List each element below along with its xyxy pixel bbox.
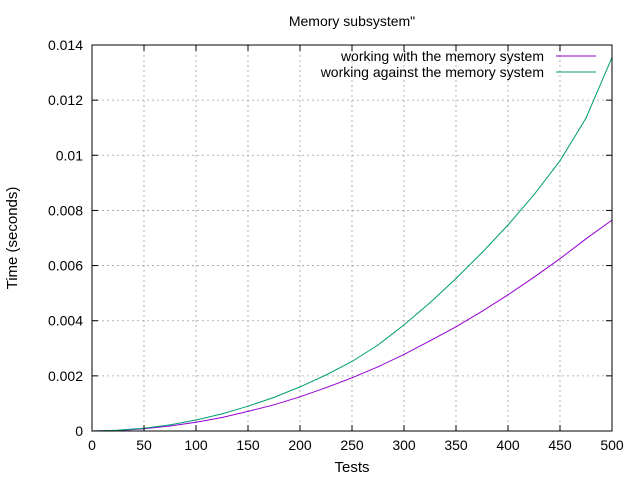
plot-frame — [91, 44, 613, 432]
x-tick-label: 350 — [444, 437, 468, 453]
data-point — [351, 377, 353, 379]
data-point — [585, 117, 587, 119]
data-point — [325, 387, 327, 389]
data-point — [481, 252, 483, 254]
data-point — [299, 386, 301, 388]
data-point — [403, 353, 405, 355]
data-point — [377, 366, 379, 368]
legend-label-1: working with the memory system — [340, 48, 544, 64]
y-tick-label: 0.004 — [48, 313, 83, 329]
y-tick-label: 0.012 — [48, 92, 83, 108]
x-tick-label: 150 — [236, 437, 260, 453]
data-point — [273, 404, 275, 406]
y-axis-label: Time (seconds) — [4, 187, 21, 290]
data-point — [221, 416, 223, 419]
data-point — [559, 160, 561, 162]
data-point — [507, 224, 509, 226]
data-point — [507, 294, 509, 296]
data-point — [247, 410, 249, 412]
chart-title: Memory subsystem" — [289, 13, 415, 29]
data-point — [325, 374, 327, 376]
legend-label-2: working against the memory system — [320, 64, 544, 80]
data-point — [455, 277, 457, 280]
data-point — [585, 238, 587, 240]
y-tick-label: 0.014 — [48, 37, 83, 53]
y-tick-label: 0.01 — [56, 147, 83, 163]
data-point — [247, 405, 249, 407]
series-line-2 — [91, 57, 613, 432]
y-tick-label: 0.002 — [48, 368, 83, 384]
data-point — [481, 310, 483, 312]
data-point — [403, 324, 405, 326]
data-point — [195, 421, 197, 423]
data-point — [377, 344, 379, 346]
data-point — [299, 396, 301, 398]
data-point — [559, 258, 561, 260]
data-point — [221, 413, 223, 415]
data-point — [273, 396, 275, 398]
data-point — [351, 360, 353, 363]
y-tick-label: 0 — [75, 423, 83, 439]
x-tick-label: 100 — [184, 437, 208, 453]
grid — [92, 45, 612, 431]
x-tick-label: 50 — [136, 437, 152, 453]
data-point — [533, 194, 535, 196]
x-tick-label: 450 — [548, 437, 572, 453]
y-tick-label: 0.006 — [48, 258, 83, 274]
data-point — [195, 419, 197, 421]
data-point — [429, 302, 431, 304]
data-point — [455, 326, 457, 328]
x-tick-label: 200 — [288, 437, 312, 453]
data-point — [169, 424, 171, 426]
x-tick-label: 250 — [340, 437, 364, 453]
x-tick-label: 300 — [392, 437, 416, 453]
x-tick-label: 500 — [600, 437, 624, 453]
axis-ticks: 0 50 100 150 200 250 300 350 400 450 500 0 0.002 0.00… — [48, 37, 624, 453]
x-axis-label: Tests — [334, 459, 369, 476]
x-tick-label: 400 — [496, 437, 520, 453]
data-point — [533, 276, 535, 278]
data-point — [169, 425, 171, 427]
x-tick-label: 0 — [88, 437, 96, 453]
data-point — [429, 340, 431, 342]
y-tick-label: 0.008 — [48, 202, 83, 218]
